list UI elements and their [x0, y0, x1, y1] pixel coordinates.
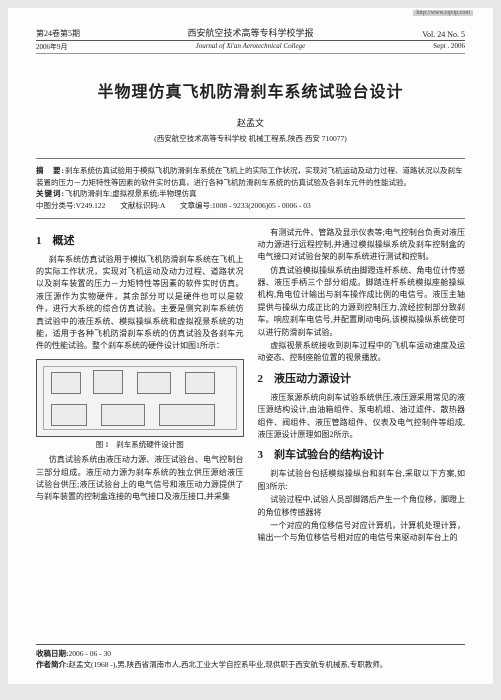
body-paragraph: 一个对应的角位移信号对应计算机，计算机处理计算，输出一个与角位移信号相对应的电信…: [258, 520, 466, 545]
abstract-block: 摘 要:刹车系统仿真试验用于模拟飞机防滑刹车系统在飞机上的实际工作状况，实现对飞…: [36, 158, 465, 219]
keywords-row: 关键词:飞机防滑刹车;虚拟视景系统;半物理仿真: [36, 188, 465, 200]
affiliation: (西安航空技术高等专科学校 机械工程系,陕西 西安 710077): [36, 133, 465, 144]
figure-block: [185, 372, 215, 394]
figure-block: [93, 370, 123, 394]
volume-issue: 第24卷第5期: [36, 28, 116, 39]
figure-block: [51, 372, 81, 394]
pub-date-cn: 2006年9月: [36, 42, 68, 52]
section-3-heading: 3 刹车试验台的结构设计: [258, 447, 466, 464]
received-date-label: 收稿日期:: [36, 649, 69, 658]
footer-block: 收稿日期:2006 - 06 - 30 作者简介:赵孟文(1968 -),男,陕…: [36, 644, 465, 671]
header-left: 第24卷第5期: [36, 28, 116, 39]
body-paragraph: 仿真试验模拟操纵系统由脚蹬连杆系统、角电位计传感器、液压手柄三个部分组成。脚踏连…: [258, 265, 466, 339]
figure-block: [159, 404, 215, 426]
header-subrow: 2006年9月 Journal of Xi'an Aerotechnical C…: [36, 42, 465, 52]
body-paragraph: 液压泵源系统向刹车试验系统供压,液压源采用常见的液压源结构设计,由油箱组件、泵电…: [258, 392, 466, 442]
header-center: 西安航空技术高等专科学校学报: [116, 26, 385, 39]
body-paragraph: 试验过程中,试验人员部脚踏后产生一个角位移，脚蹬上的角位移传感器将: [258, 494, 466, 519]
body-paragraph: 虚拟视景系统接收到刹车过程中的飞机车运动速度及运动姿态、控制座舱位置的视景播放。: [258, 340, 466, 365]
body-paragraph: 仿真试验系统由液压动力源、液压试验台、电气控制台三部分组成。液压动力源为刹车系统…: [36, 454, 244, 504]
figure-1: [36, 359, 244, 437]
pub-date-en: Sept . 2006: [433, 42, 465, 52]
section-2-heading: 2 液压动力源设计: [258, 371, 466, 388]
journal-header: 第24卷第5期 西安航空技术高等专科学校学报 Vol. 24 No. 5: [36, 26, 465, 41]
paper-title: 半物理仿真飞机防滑刹车系统试验台设计: [36, 78, 465, 102]
abstract-label: 摘 要:: [36, 166, 65, 175]
header-right: Vol. 24 No. 5: [385, 30, 465, 39]
right-column: 有测试元件、管路及显示仪表等;电气控制台负责对液压动力源进行远程控制,并通过模拟…: [258, 227, 466, 546]
body-paragraph: 刹车试验台包括模拟操纵台和刹车台,采取以下方案,如图3所示:: [258, 468, 466, 493]
figure-block: [51, 404, 87, 426]
body-paragraph: 刹车系统仿真试验用于模拟飞机防滑刹车系统在飞机上的实际工作状况，实现对飞机运动及…: [36, 254, 244, 353]
received-date-value: 2006 - 06 - 30: [69, 649, 112, 658]
author-name: 赵孟文: [36, 116, 465, 129]
author-bio-row: 作者简介:赵孟文(1968 -),男,陕西省渭南市人,西北工业大学自控系毕业,现…: [36, 659, 465, 670]
classification-row: 中图分类号:V249.122 文献标识码:A 文章编号:1008 - 9233(…: [36, 200, 465, 212]
abstract-row: 摘 要:刹车系统仿真试验用于模拟飞机防滑刹车系统在飞机上的实际工作状况，实现对飞…: [36, 165, 465, 188]
received-date-row: 收稿日期:2006 - 06 - 30: [36, 648, 465, 659]
author-bio-value: 赵孟文(1968 -),男,陕西省渭南市人,西北工业大学自控系毕业,现供职于西安…: [69, 660, 388, 669]
vol-no: Vol. 24 No. 5: [385, 30, 465, 39]
figure-block: [101, 404, 145, 426]
left-column: 1 概述 刹车系统仿真试验用于模拟飞机防滑刹车系统在飞机上的实际工作状况，实现对…: [36, 227, 244, 546]
body-columns: 1 概述 刹车系统仿真试验用于模拟飞机防滑刹车系统在飞机上的实际工作状况，实现对…: [36, 227, 465, 546]
header-rule: [36, 53, 465, 54]
keywords-text: 飞机防滑刹车;虚拟视景系统;半物理仿真: [65, 189, 197, 198]
keywords-label: 关键词:: [36, 189, 65, 198]
author-bio-label: 作者简介:: [36, 660, 69, 669]
journal-name-cn: 西安航空技术高等专科学校学报: [116, 26, 385, 39]
abstract-text: 刹车系统仿真试验用于模拟飞机防滑刹车系统在飞机上的实际工作状况，实现对飞机运动及…: [36, 166, 463, 187]
body-paragraph: 有测试元件、管路及显示仪表等;电气控制台负责对液压动力源进行远程控制,并通过模拟…: [258, 227, 466, 264]
journal-name-en: Journal of Xi'an Aerotechnical College: [196, 42, 306, 52]
figure-1-caption: 图 1 刹车系统硬件设计图: [36, 439, 244, 451]
section-1-heading: 1 概述: [36, 233, 244, 250]
page: http://www.cqvip.com 第24卷第5期 西安航空技术高等专科学…: [8, 8, 493, 684]
source-url-tag: http://www.cqvip.com: [413, 10, 473, 16]
figure-block: [137, 372, 171, 394]
